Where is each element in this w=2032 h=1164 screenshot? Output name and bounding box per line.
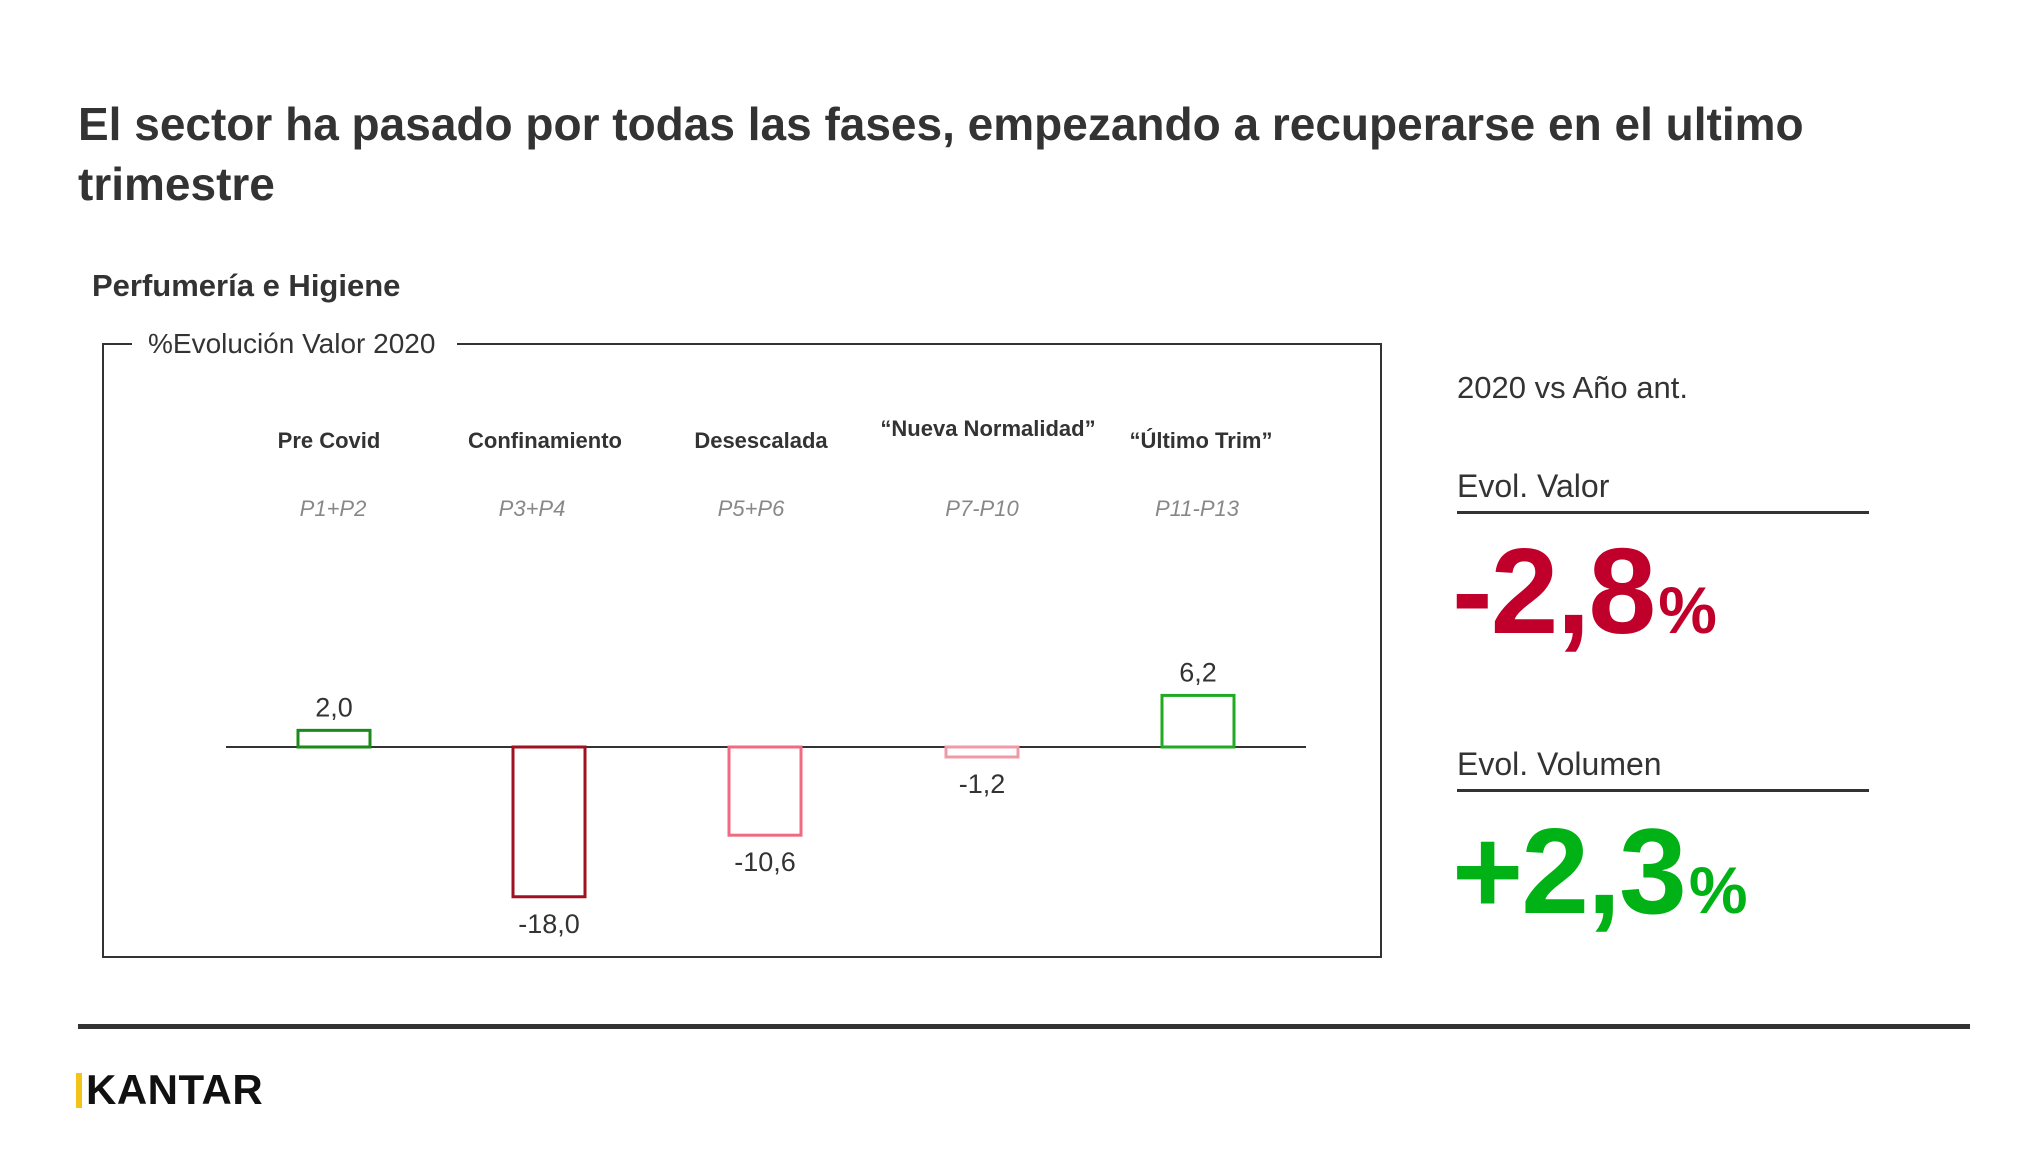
evol-valor-value: -2,8% — [1452, 530, 1717, 652]
kantar-logo-accent — [76, 1073, 82, 1108]
evol-volumen-unit: % — [1688, 853, 1748, 927]
kantar-logo: KANTAR — [86, 1066, 264, 1113]
bar-value-label-0: 2,0 — [315, 692, 353, 722]
phase-name-ultimo-trim: “Último Trim” — [1129, 428, 1273, 453]
chart-frame-label: %Evolución Valor 2020 — [132, 326, 458, 362]
bar-2 — [727, 745, 803, 837]
phase-period-p5p6: P5+P6 — [717, 496, 785, 521]
bar-3 — [944, 745, 1020, 759]
evol-volumen-value: +2,3% — [1452, 810, 1748, 932]
bar-value-label-4: 6,2 — [1179, 657, 1217, 687]
footer-divider — [78, 1024, 1970, 1029]
bar-0 — [296, 728, 372, 749]
phase-name-nueva-normalidad: “Nueva Normalidad” — [880, 416, 1096, 441]
bar-value-label-1: -18,0 — [518, 909, 580, 939]
bar-4 — [1160, 693, 1236, 749]
evol-volumen-label: Evol. Volumen — [1457, 746, 1869, 792]
chart-subtitle: Perfumería e Higiene — [92, 268, 401, 303]
bar-value-label-3: -1,2 — [959, 769, 1006, 799]
chart-frame — [102, 343, 1382, 958]
phase-period-p1p2: P1+P2 — [299, 496, 367, 521]
bar-1 — [511, 745, 587, 899]
phase-name-confinamiento: Confinamiento — [468, 428, 622, 453]
evol-volumen-number: +2,3 — [1452, 803, 1687, 939]
comparison-header: 2020 vs Año ant. — [1457, 370, 1688, 405]
phase-period-p7p10: P7-P10 — [945, 496, 1019, 521]
phase-name-desescalada: Desescalada — [694, 428, 828, 453]
evol-valor-number: -2,8 — [1452, 523, 1656, 659]
evol-valor-unit: % — [1658, 573, 1717, 647]
phase-period-p11p13: P11-P13 — [1155, 496, 1239, 521]
bar-value-label-2: -10,6 — [734, 847, 796, 877]
phase-name-pre-covid: Pre Covid — [277, 428, 381, 453]
phase-period-p3p4: P3+P4 — [498, 496, 566, 521]
page-title: El sector ha pasado por todas las fases,… — [78, 98, 1804, 210]
evol-valor-label: Evol. Valor — [1457, 468, 1869, 514]
